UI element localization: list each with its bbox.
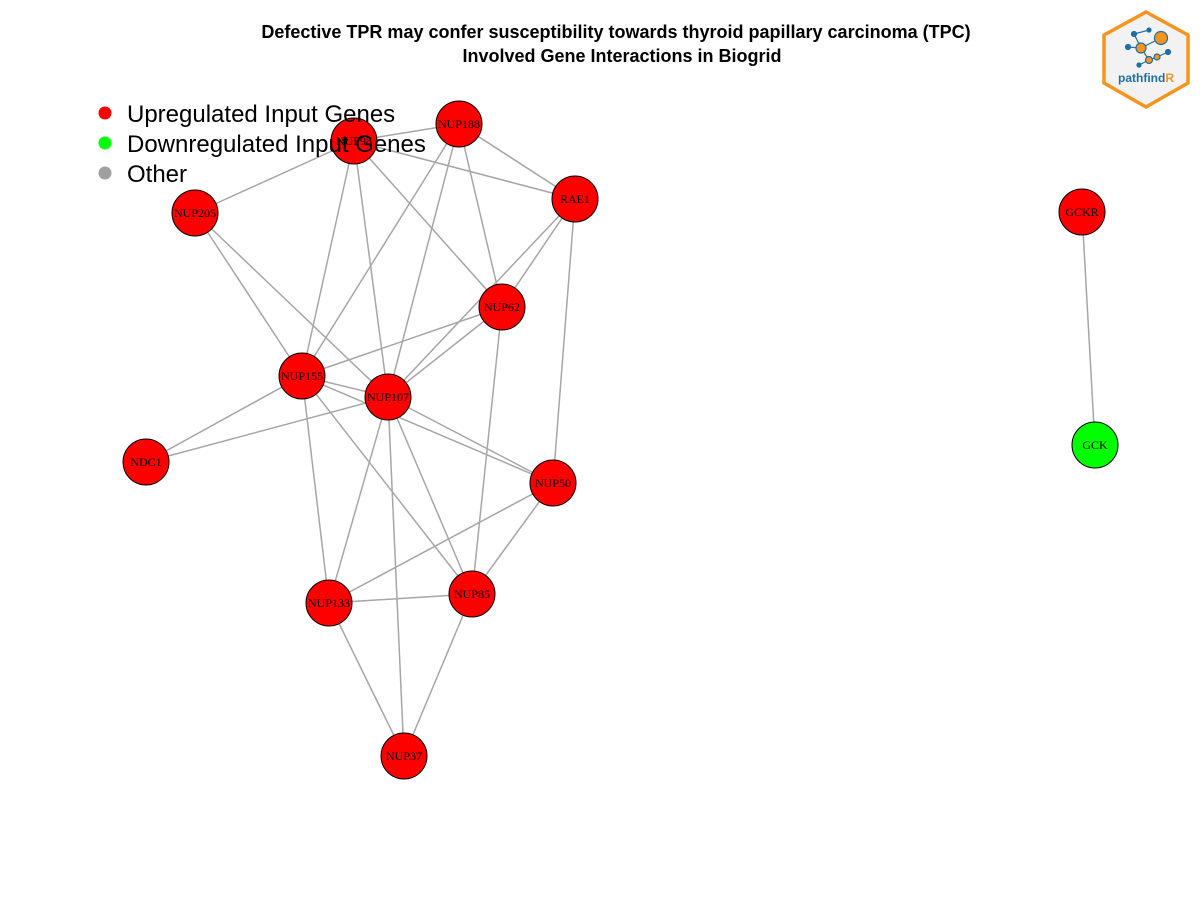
- node-circle: [435, 100, 483, 148]
- legend: Upregulated Input Genes Downregulated In…: [98, 101, 426, 188]
- node-nup98[interactable]: NUP98: [330, 117, 378, 165]
- edge-nup98-nup107: [353, 140, 389, 398]
- edge-nup188-nup155: [301, 123, 460, 377]
- edge-nup188-nup107: [387, 123, 460, 398]
- legend-label-other: Other: [127, 161, 187, 188]
- node-rae1[interactable]: RAE1: [551, 175, 599, 223]
- logo-text-accent: R: [1165, 71, 1174, 85]
- node-nup155[interactable]: NUP155: [278, 352, 326, 400]
- node-label: GCKR: [1065, 205, 1098, 219]
- node-nup50[interactable]: NUP50: [529, 459, 577, 507]
- node-circle: [380, 732, 428, 780]
- node-circle: [1071, 421, 1119, 469]
- edge-nup155-ndc1: [145, 375, 303, 463]
- pathfindr-logo: pathfindR: [1102, 10, 1190, 110]
- edge-nup133-nup37: [328, 602, 405, 757]
- node-label: NUP205: [174, 206, 216, 220]
- edges-layer: [145, 123, 1096, 757]
- node-nup205[interactable]: NUP205: [171, 189, 219, 237]
- node-label: RAE1: [560, 192, 590, 206]
- node-circle: [278, 352, 326, 400]
- edge-nup98-nup62: [353, 140, 503, 308]
- edge-nup107-nup133: [328, 396, 389, 604]
- diagram-title-line1: Defective TPR may confer susceptibility …: [261, 22, 970, 42]
- node-circle: [330, 117, 378, 165]
- node-label: NUP50: [535, 476, 571, 490]
- edge-nup98-rae1: [353, 140, 576, 200]
- edge-gckr-gck: [1081, 211, 1096, 446]
- node-circle: [529, 459, 577, 507]
- edge-nup155-nup50: [301, 375, 554, 484]
- edge-nup155-nup133: [301, 375, 330, 604]
- edge-nup107-nup50: [387, 396, 554, 484]
- legend-marker-downregulated: [98, 136, 112, 150]
- node-label: NUP133: [308, 596, 350, 610]
- legend-item-downregulated: Downregulated Input Genes: [98, 131, 426, 158]
- node-circle: [478, 283, 526, 331]
- logo-text: pathfindR: [1118, 71, 1174, 85]
- node-nup107[interactable]: NUP107: [364, 373, 412, 421]
- edge-nup62-nup155: [301, 306, 503, 377]
- node-label: NUP62: [484, 300, 520, 314]
- node-nup85[interactable]: NUP85: [448, 570, 496, 618]
- node-label: NUP107: [367, 390, 409, 404]
- edge-nup62-nup107: [387, 306, 503, 398]
- edge-nup107-nup37: [387, 396, 405, 757]
- edge-nup107-ndc1: [145, 396, 389, 463]
- node-gckr[interactable]: GCKR: [1058, 188, 1106, 236]
- edge-nup98-nup205: [194, 140, 355, 214]
- node-nup62[interactable]: NUP62: [478, 283, 526, 331]
- legend-label-downregulated: Downregulated Input Genes: [127, 131, 426, 158]
- edge-nup98-nup155: [301, 140, 355, 377]
- edge-nup85-nup37: [403, 593, 473, 757]
- edge-nup205-nup155: [194, 212, 303, 377]
- node-label: NUP188: [438, 117, 480, 131]
- legend-marker-upregulated: [98, 106, 112, 120]
- node-nup37[interactable]: NUP37: [380, 732, 428, 780]
- nodes-layer: NUP98 NUP188 RAE1 NUP205 NUP62 NUP155 NUP107 ND…: [122, 100, 1119, 780]
- node-circle: [1058, 188, 1106, 236]
- node-ndc1[interactable]: NDC1: [122, 438, 170, 486]
- node-nup188[interactable]: NUP188: [435, 100, 483, 148]
- node-circle: [551, 175, 599, 223]
- node-label: NDC1: [130, 455, 161, 469]
- edge-rae1-nup50: [552, 198, 576, 484]
- legend-label-upregulated: Upregulated Input Genes: [127, 101, 395, 128]
- edge-nup188-nup62: [458, 123, 503, 308]
- diagram-title-line2: Involved Gene Interactions in Biogrid: [462, 46, 781, 66]
- node-label: NUP98: [336, 134, 372, 148]
- node-nup133[interactable]: NUP133: [305, 579, 353, 627]
- edge-nup205-nup107: [194, 212, 389, 398]
- node-label: GCK: [1082, 438, 1108, 452]
- node-circle: [448, 570, 496, 618]
- node-circle: [364, 373, 412, 421]
- logo-network-icon: [1124, 27, 1172, 68]
- edge-nup133-nup85: [328, 593, 473, 604]
- node-label: NUP37: [386, 749, 422, 763]
- node-circle: [305, 579, 353, 627]
- legend-item-upregulated: Upregulated Input Genes: [98, 101, 395, 128]
- logo-text-main: pathfind: [1118, 71, 1165, 85]
- node-circle: [122, 438, 170, 486]
- node-gck[interactable]: GCK: [1071, 421, 1119, 469]
- legend-item-other: Other: [98, 161, 187, 188]
- legend-marker-other: [98, 166, 112, 180]
- edge-nup62-nup85: [471, 306, 503, 595]
- node-circle: [171, 189, 219, 237]
- node-label: NUP155: [281, 369, 323, 383]
- edge-nup107-nup85: [387, 396, 473, 595]
- node-label: NUP85: [454, 587, 490, 601]
- edge-nup50-nup133: [328, 482, 554, 604]
